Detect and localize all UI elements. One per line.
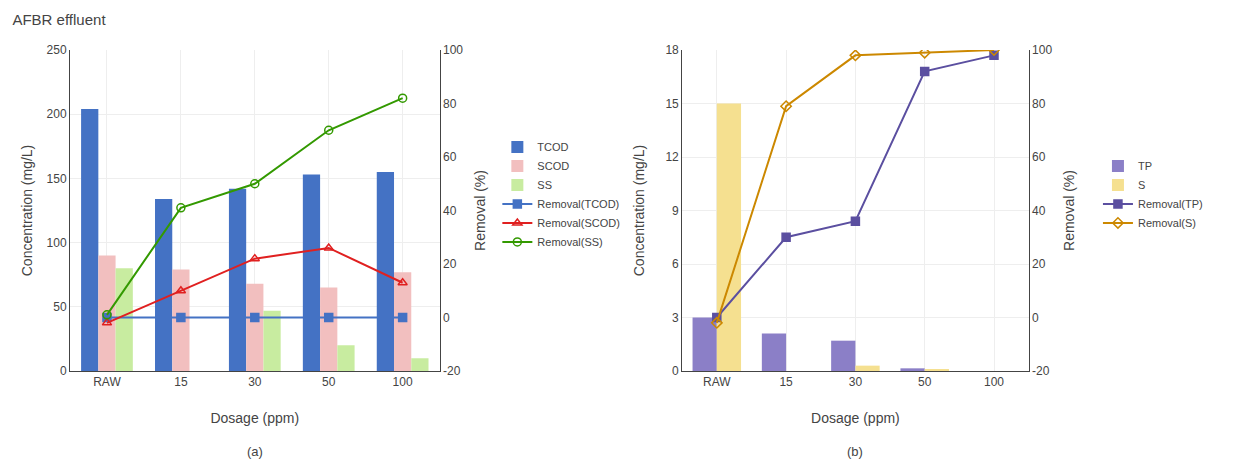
svg-text:SS: SS	[537, 179, 552, 191]
svg-text:(b): (b)	[847, 444, 863, 459]
svg-text:12: 12	[665, 150, 679, 164]
svg-text:Removal(SCOD): Removal(SCOD)	[537, 217, 620, 229]
svg-text:3: 3	[672, 311, 679, 325]
svg-text:100: 100	[1032, 43, 1052, 57]
svg-text:SCOD: SCOD	[537, 160, 569, 172]
svg-text:80: 80	[443, 97, 457, 111]
svg-text:80: 80	[1032, 97, 1046, 111]
svg-text:0: 0	[672, 364, 679, 378]
svg-text:0: 0	[60, 364, 67, 378]
svg-text:-20: -20	[1032, 364, 1050, 378]
svg-text:(a): (a)	[247, 444, 263, 459]
svg-text:18: 18	[665, 43, 679, 57]
svg-text:200: 200	[47, 107, 67, 121]
svg-text:Removal(TP): Removal(TP)	[1138, 198, 1203, 210]
svg-text:250: 250	[47, 43, 67, 57]
svg-text:Removal(SS): Removal(SS)	[537, 236, 602, 248]
svg-text:20: 20	[1032, 257, 1046, 271]
svg-text:9: 9	[672, 204, 679, 218]
svg-text:50: 50	[53, 300, 67, 314]
svg-text:100: 100	[443, 43, 463, 57]
svg-text:0: 0	[443, 311, 450, 325]
svg-text:0: 0	[1032, 311, 1039, 325]
svg-text:Dosage (ppm): Dosage (ppm)	[210, 410, 299, 426]
svg-text:30: 30	[248, 375, 262, 389]
svg-text:40: 40	[1032, 204, 1046, 218]
svg-text:Concentration (mg/L): Concentration (mg/L)	[19, 145, 35, 277]
svg-text:Concentration (mg/L): Concentration (mg/L)	[631, 145, 647, 277]
svg-text:15: 15	[174, 375, 188, 389]
svg-text:Removal (%): Removal (%)	[472, 170, 488, 251]
svg-text:-20: -20	[443, 364, 461, 378]
svg-text:100: 100	[393, 375, 413, 389]
svg-text:TCOD: TCOD	[537, 141, 568, 153]
svg-text:S: S	[1138, 179, 1145, 191]
svg-text:Dosage (ppm): Dosage (ppm)	[811, 410, 900, 426]
svg-text:15: 15	[779, 375, 793, 389]
svg-text:150: 150	[47, 172, 67, 186]
svg-text:60: 60	[1032, 150, 1046, 164]
svg-text:Removal (%): Removal (%)	[1061, 170, 1077, 251]
svg-text:Removal(TCOD): Removal(TCOD)	[537, 198, 619, 210]
svg-text:40: 40	[443, 204, 457, 218]
svg-text:RAW: RAW	[703, 375, 731, 389]
svg-text:20: 20	[443, 257, 457, 271]
svg-text:RAW: RAW	[93, 375, 121, 389]
svg-text:60: 60	[443, 150, 457, 164]
svg-text:TP: TP	[1138, 160, 1152, 172]
svg-text:100: 100	[47, 236, 67, 250]
svg-text:6: 6	[672, 257, 679, 271]
svg-text:100: 100	[984, 375, 1004, 389]
svg-text:AFBR effluent: AFBR effluent	[12, 11, 106, 28]
svg-text:30: 30	[849, 375, 863, 389]
svg-text:15: 15	[665, 97, 679, 111]
svg-text:50: 50	[918, 375, 932, 389]
svg-text:Removal(S): Removal(S)	[1138, 217, 1196, 229]
svg-text:50: 50	[322, 375, 336, 389]
